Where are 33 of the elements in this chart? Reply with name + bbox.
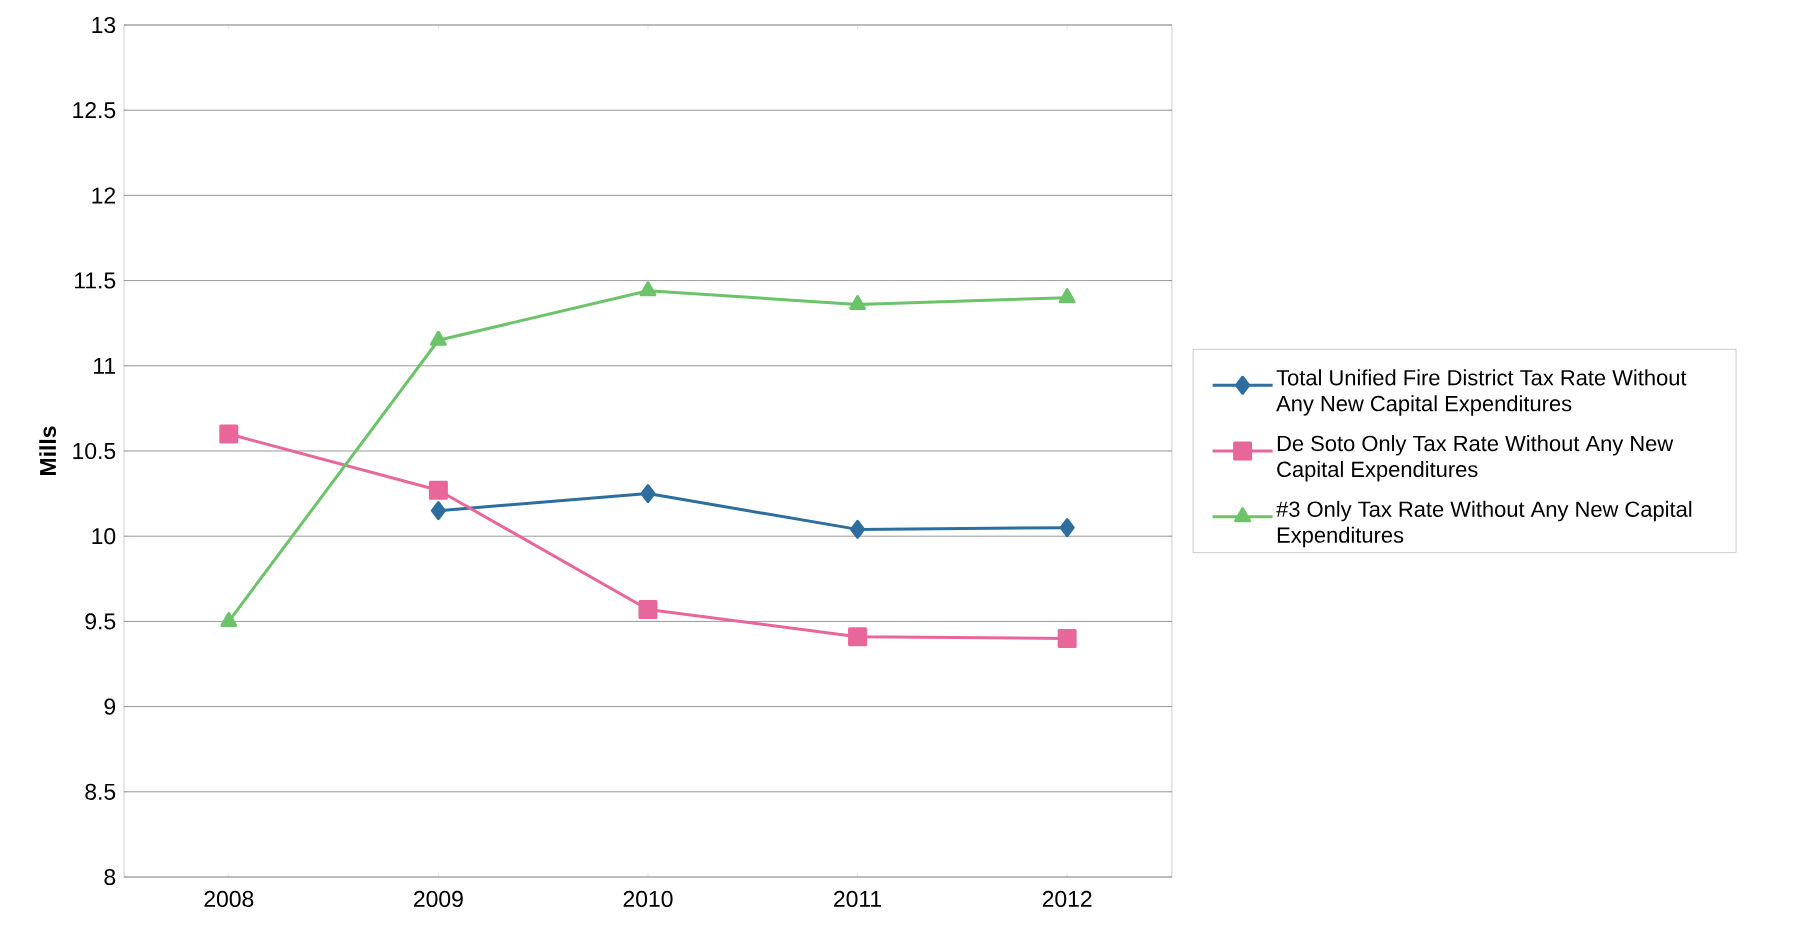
legend-label: Total Unified Fire District Tax Rate Without Any New Capital Expenditures xyxy=(1276,369,1687,416)
y-axis-title: Mills xyxy=(39,426,57,475)
y-tick-label: 12.5 xyxy=(73,102,116,119)
point xyxy=(1057,628,1077,648)
point xyxy=(639,281,657,297)
y-tick-label: 11 xyxy=(94,357,116,374)
y-tick-label: 11.5 xyxy=(75,272,116,289)
point xyxy=(429,330,447,346)
point xyxy=(850,519,866,539)
point xyxy=(1059,518,1075,538)
y-tick-label: 8 xyxy=(104,868,116,886)
x-tick-label: 2008 xyxy=(204,890,254,908)
legend-label: De Soto Only Tax Rate Without Any New Capital Expenditures xyxy=(1277,435,1674,482)
point xyxy=(219,424,239,444)
point xyxy=(1058,288,1076,304)
y-tick-label: 13 xyxy=(92,16,116,34)
y-tick-label: 10 xyxy=(92,528,116,545)
y-tick-label: 9 xyxy=(104,698,116,715)
x-tick-label: 2011 xyxy=(834,890,882,908)
x-tick-label: 2009 xyxy=(414,890,463,908)
point xyxy=(428,480,448,500)
y-tick-label: 12 xyxy=(92,187,116,204)
legend-label: #3 Only Tax Rate Without Any New Capital Expenditures xyxy=(1276,500,1692,548)
x-tick-label: 2010 xyxy=(623,890,673,908)
point xyxy=(430,501,446,521)
point xyxy=(849,294,866,310)
x-tick-label: 2012 xyxy=(1042,890,1092,908)
y-tick-label: 9.5 xyxy=(85,613,116,630)
y-tick-label: 8.5 xyxy=(85,783,116,800)
point xyxy=(638,599,658,619)
y-tick-label: 10.5 xyxy=(73,442,116,460)
point xyxy=(848,627,868,647)
point xyxy=(640,484,656,504)
